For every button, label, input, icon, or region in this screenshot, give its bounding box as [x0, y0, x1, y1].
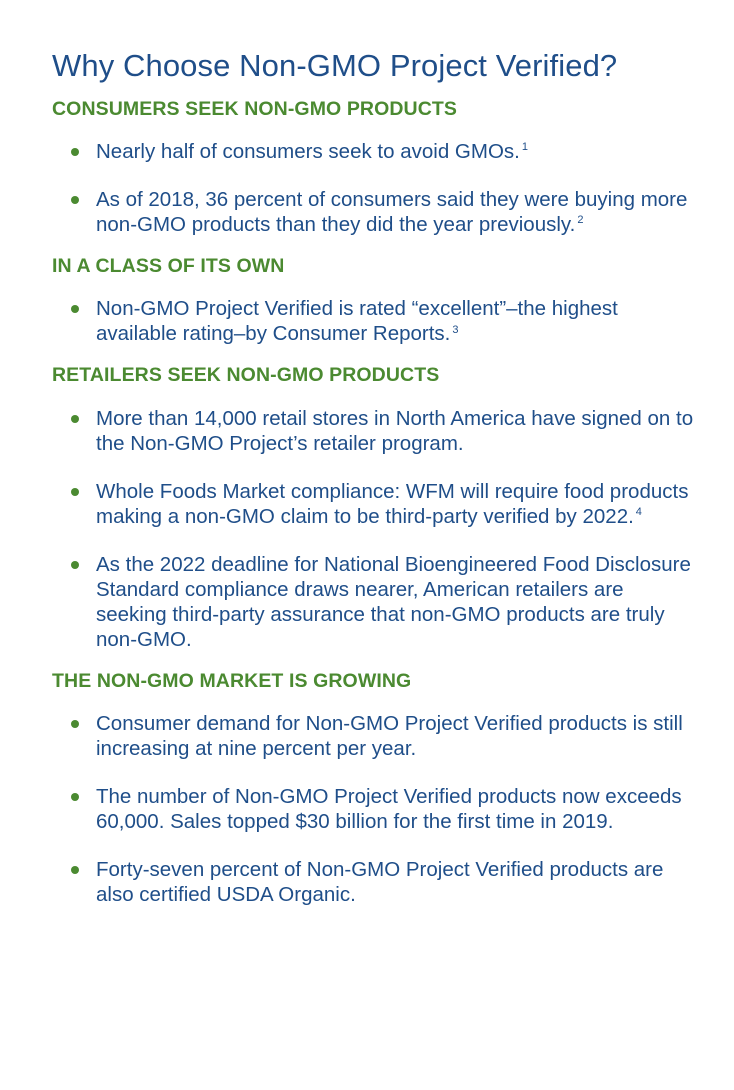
list-item-text: Nearly half of consumers seek to avoid G… — [96, 140, 520, 164]
footnote-marker: 4 — [635, 505, 642, 518]
section-heading: THE NON-GMO MARKET IS GROWING — [52, 669, 412, 692]
list-item: Whole Foods Market compliance: WFM will … — [52, 479, 694, 529]
list-item-text: Forty-seven percent of Non-GMO Project V… — [96, 858, 664, 907]
bullet-list: Nearly half of consumers seek to avoid G… — [52, 139, 694, 237]
bullet-icon — [71, 305, 79, 314]
list-item-text: As the 2022 deadline for National Bioeng… — [96, 552, 691, 651]
list-item: As of 2018, 36 percent of consumers said… — [52, 187, 694, 237]
section-heading: CONSUMERS SEEK NON-GMO PRODUCTS — [52, 97, 458, 120]
list-item: As the 2022 deadline for National Bioeng… — [52, 552, 694, 652]
section-retailers: RETAILERS SEEK NON-GMO PRODUCTS More tha… — [52, 364, 694, 651]
bullet-icon — [71, 720, 79, 729]
list-item: Nearly half of consumers seek to avoid G… — [52, 139, 694, 164]
list-item: More than 14,000 retail stores in North … — [52, 406, 694, 456]
list-item: The number of Non-GMO Project Verified p… — [52, 784, 694, 834]
bullet-icon — [71, 148, 79, 157]
page-title: Why Choose Non-GMO Project Verified? — [52, 48, 618, 83]
bullet-list: More than 14,000 retail stores in North … — [52, 406, 694, 652]
list-item: Consumer demand for Non-GMO Project Veri… — [52, 711, 694, 761]
list-item: Forty-seven percent of Non-GMO Project V… — [52, 857, 694, 907]
section-consumers: CONSUMERS SEEK NON-GMO PRODUCTS Nearly h… — [52, 98, 694, 237]
bullet-icon — [71, 414, 79, 423]
list-item-text: Whole Foods Market compliance: WFM will … — [96, 479, 689, 528]
footnote-marker: 3 — [452, 323, 459, 336]
section-class-of-its-own: IN A CLASS OF ITS OWN Non-GMO Project Ve… — [52, 255, 694, 346]
footnote-marker: 2 — [577, 214, 584, 227]
bullet-icon — [71, 487, 79, 496]
bullet-icon — [71, 793, 79, 802]
section-heading: RETAILERS SEEK NON-GMO PRODUCTS — [52, 364, 440, 387]
bullet-icon — [71, 866, 79, 875]
list-item-text: Non-GMO Project Verified is rated “excel… — [96, 297, 618, 346]
bullet-icon — [71, 196, 79, 205]
section-market-growing: THE NON-GMO MARKET IS GROWING Consumer d… — [52, 670, 694, 907]
list-item-text: As of 2018, 36 percent of consumers said… — [96, 188, 688, 237]
list-item-text: More than 14,000 retail stores in North … — [96, 406, 694, 455]
list-item-text: The number of Non-GMO Project Verified p… — [96, 785, 682, 834]
footnote-marker: 1 — [521, 141, 528, 154]
bullet-list: Consumer demand for Non-GMO Project Veri… — [52, 711, 694, 907]
section-heading: IN A CLASS OF ITS OWN — [52, 255, 285, 278]
list-item: Non-GMO Project Verified is rated “excel… — [52, 296, 694, 346]
list-item-text: Consumer demand for Non-GMO Project Veri… — [96, 712, 683, 761]
bullet-list: Non-GMO Project Verified is rated “excel… — [52, 296, 694, 346]
bullet-icon — [71, 560, 79, 569]
